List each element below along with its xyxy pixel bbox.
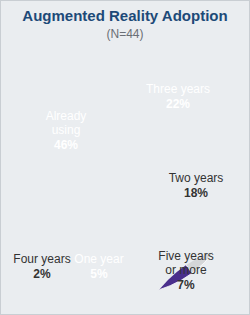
- slice: [125, 67, 237, 181]
- value-label: 46%: [54, 138, 78, 152]
- category-label-line: Three years: [146, 82, 210, 96]
- category-label-line: One year: [74, 252, 123, 266]
- value-label: 18%: [184, 186, 208, 200]
- category-label-line: Already: [46, 109, 87, 123]
- title: Augmented Reality Adoption: [22, 7, 227, 24]
- data-labels: Three years22% Two years18% Five yearsor m…: [13, 82, 223, 292]
- value-label: 5%: [90, 267, 108, 281]
- category-label: Two years: [169, 171, 224, 185]
- value-label: 22%: [166, 97, 190, 111]
- chart: Augmented Reality Adoption (N=44) Three ye…: [0, 0, 250, 315]
- background: [1, 1, 250, 315]
- category-label-line: Two years: [169, 171, 224, 185]
- category-label: Three years: [146, 82, 210, 96]
- slice: [111, 181, 147, 295]
- category-label-line: using: [52, 123, 81, 137]
- subtitle: (N=44): [106, 27, 143, 41]
- slices: [11, 67, 239, 295]
- category-label: Four years: [13, 252, 70, 266]
- category-label-line: Four years: [13, 252, 70, 266]
- value-label: 2%: [33, 267, 51, 281]
- slice: [11, 67, 125, 291]
- category-label: One year: [74, 252, 123, 266]
- category-label: Alreadyusing: [46, 109, 87, 137]
- value-label: 7%: [177, 278, 195, 292]
- category-label-line: Five years: [158, 249, 213, 263]
- category-label: Five yearsor more: [158, 249, 213, 277]
- slice: [125, 160, 239, 274]
- category-label-line: or more: [165, 263, 207, 277]
